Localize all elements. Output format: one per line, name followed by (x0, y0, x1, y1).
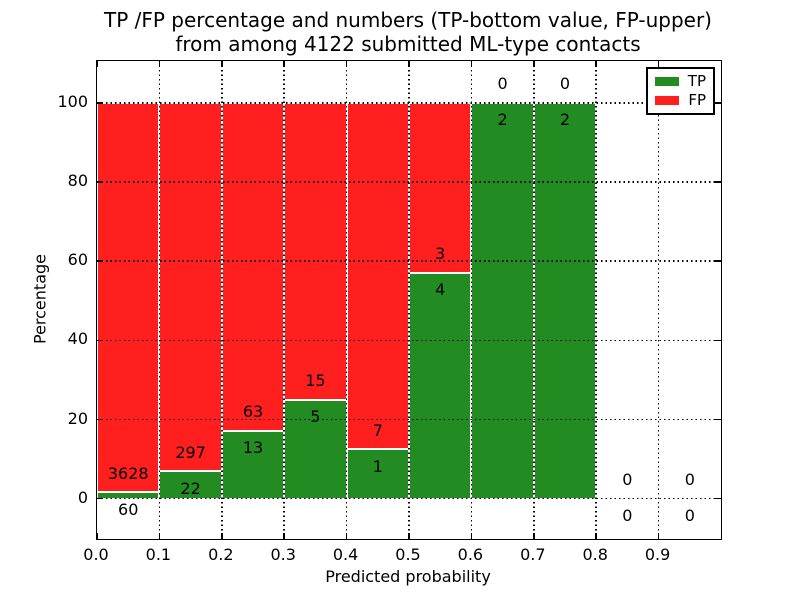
chart-title-line2: from among 4122 submitted ML-type contac… (175, 31, 641, 56)
chart-title-line1: TP /FP percentage and numbers (TP-bottom… (104, 8, 712, 32)
bar-segment-fp (284, 102, 347, 400)
tp-count-label: 22 (180, 478, 201, 498)
fp-count-label: 3 (435, 244, 446, 264)
fp-count-label: 297 (175, 442, 206, 462)
v-gridline (345, 61, 348, 539)
v-gridline (158, 61, 161, 539)
x-tick-top (533, 61, 535, 67)
bar-segment-tp (533, 102, 597, 499)
x-tick-label: 0.8 (582, 545, 608, 564)
y-tick-right (715, 260, 721, 262)
x-tick-bottom (533, 533, 535, 539)
v-gridline (283, 61, 285, 539)
tp-count-label: 1 (372, 456, 383, 476)
v-gridline (657, 61, 660, 539)
x-tick-top (408, 61, 410, 67)
y-tick-label: 40 (67, 329, 88, 349)
x-tick-top (221, 61, 223, 67)
fp-count-label: 0 (497, 74, 508, 94)
tp-count-label: 60 (118, 499, 139, 519)
y-tick-label: 80 (67, 171, 88, 191)
fp-count-label: 0 (622, 470, 633, 490)
x-tick-bottom (345, 533, 348, 539)
legend-label-fp: FP (688, 91, 706, 109)
bar-segment-tp (409, 272, 472, 499)
tp-count-label: 4 (435, 280, 446, 300)
x-tick-label: 0.7 (520, 545, 546, 564)
v-gridline (221, 61, 223, 539)
x-tick-bottom (221, 533, 223, 539)
x-tick-bottom (408, 533, 410, 539)
y-tick-left (97, 497, 103, 500)
fp-count-label: 15 (305, 371, 326, 391)
y-tick-left (97, 339, 103, 342)
legend-label-tp: TP (687, 72, 706, 90)
bar-segment-tp (471, 102, 534, 499)
fp-count-label: 7 (372, 420, 383, 440)
y-tick-left (97, 260, 103, 262)
bar-segment-fp (97, 102, 160, 493)
tp-count-label: 0 (622, 506, 633, 526)
y-tick-label: 60 (67, 250, 88, 270)
x-axis-label: Predicted probability (325, 567, 491, 586)
tp-color-swatch (655, 77, 679, 86)
x-tick-bottom (96, 533, 98, 539)
x-tick-bottom (158, 533, 161, 539)
y-tick-right (715, 102, 721, 104)
x-tick-bottom (657, 533, 660, 539)
tp-count-label: 0 (684, 506, 695, 526)
v-gridline (470, 61, 473, 539)
tp-count-label: 5 (310, 407, 321, 427)
x-tick-top (96, 61, 98, 67)
tp-count-label: 2 (497, 110, 508, 130)
x-tick-label: 0.5 (395, 545, 421, 564)
x-tick-label: 0.0 (83, 545, 109, 564)
x-tick-bottom (470, 533, 473, 539)
x-tick-top (283, 61, 285, 67)
tp-count-label: 13 (242, 438, 264, 458)
y-tick-label: 0 (77, 487, 88, 507)
v-gridline (595, 61, 597, 539)
x-tick-bottom (283, 533, 285, 539)
y-tick-right (715, 418, 721, 421)
y-tick-label: 100 (57, 91, 88, 111)
y-tick-left (97, 181, 103, 183)
fp-count-label: 63 (242, 402, 264, 422)
fp-count-label: 3628 (107, 463, 149, 483)
fp-count-label: 0 (684, 470, 695, 490)
tp-count-label: 2 (559, 110, 571, 130)
y-tick-right (715, 181, 721, 183)
x-tick-label: 0.9 (644, 545, 671, 564)
x-tick-label: 0.4 (332, 545, 359, 564)
x-tick-label: 0.3 (270, 545, 296, 564)
x-tick-label: 0.2 (208, 545, 234, 564)
x-tick-top (158, 61, 161, 67)
plot-area: 3628 60 297 22 63 13 15 5 7 1 3 4 0 2 0 2 0 0 0 0 (96, 60, 722, 540)
x-tick-label: 0.1 (145, 545, 172, 564)
fp-color-swatch (655, 96, 680, 105)
y-tick-right (715, 339, 721, 342)
bar-segment-fp (346, 102, 409, 450)
legend-item-tp: TP (655, 74, 706, 89)
legend: TP FP (646, 67, 715, 115)
v-gridline (408, 61, 410, 539)
bar-segment-fp (221, 102, 285, 431)
bar-segment-fp (159, 102, 222, 472)
x-tick-top (595, 61, 597, 67)
x-tick-label: 0.6 (457, 545, 484, 564)
fp-count-label: 0 (559, 74, 571, 94)
v-gridline (533, 61, 535, 539)
y-tick-left (97, 102, 103, 104)
x-tick-top (345, 61, 348, 67)
x-tick-top (657, 61, 660, 67)
x-tick-top (470, 61, 473, 67)
legend-item-fp: FP (655, 93, 706, 108)
chart-title: TP /FP percentage and numbers (TP-bottom… (96, 8, 720, 56)
y-tick-left (97, 418, 103, 421)
y-tick-right (715, 497, 721, 500)
x-tick-bottom (595, 533, 597, 539)
y-tick-label: 20 (67, 408, 88, 428)
